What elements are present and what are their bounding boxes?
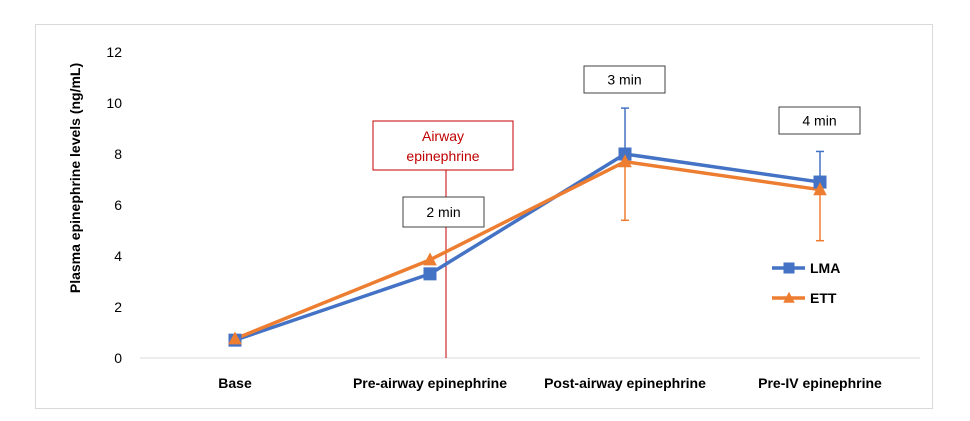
y-tick-label: 2: [114, 299, 122, 315]
x-axis-category-labels: Base Pre-airway epinephrine Post-airway ep…: [218, 375, 882, 391]
airway-marker-text: epinephrine: [406, 148, 479, 164]
chart-frame: [35, 24, 933, 409]
data-point-ett: [618, 154, 632, 168]
y-tick-label: 10: [106, 95, 122, 111]
data-point-lma: [813, 175, 827, 189]
airway-marker-text: Airway: [422, 128, 464, 144]
data-point-lma: [423, 267, 437, 281]
annotation-text: 3 min: [607, 72, 641, 88]
annotation-text: 4 min: [802, 113, 836, 129]
airway-marker-box: [372, 120, 514, 171]
series-line-ett: [234, 159, 821, 341]
y-axis-ticks: 0 2 4 6 8 10 12: [106, 44, 122, 366]
legend-swatch-marker: [783, 291, 795, 303]
annotation-box: [778, 106, 861, 135]
error-bars: [621, 107, 824, 242]
time-annotations: 2 min 3 min 4 min: [402, 65, 861, 228]
data-point-ett: [423, 252, 437, 266]
data-point-ett: [813, 182, 827, 196]
y-tick-label: 6: [114, 197, 122, 213]
series-line-lma: [234, 152, 821, 342]
series-markers: [228, 147, 827, 347]
annotation-box: [583, 65, 666, 94]
y-tick-label: 0: [114, 350, 122, 366]
legend: LMA ETT: [772, 260, 840, 306]
annotation-text: 2 min: [426, 204, 460, 220]
airway-epinephrine-marker: Airway epinephrine: [372, 120, 514, 358]
annotation-box: [402, 196, 485, 228]
series-lines: [234, 152, 821, 342]
legend-label: ETT: [810, 290, 837, 306]
data-point-lma: [618, 147, 632, 161]
legend-swatch-marker: [783, 262, 795, 274]
y-axis-label: Plasma epinephrine levels (ng/mL): [67, 63, 83, 293]
data-point-ett: [228, 331, 242, 345]
x-category-label: Base: [218, 375, 252, 391]
y-tick-label: 12: [106, 44, 122, 60]
x-category-label: Post-airway epinephrine: [544, 375, 706, 391]
y-tick-label: 8: [114, 146, 122, 162]
x-category-label: Pre-airway epinephrine: [353, 375, 507, 391]
legend-label: LMA: [810, 260, 840, 276]
y-tick-label: 4: [114, 248, 122, 264]
x-category-label: Pre-IV epinephrine: [758, 375, 882, 391]
